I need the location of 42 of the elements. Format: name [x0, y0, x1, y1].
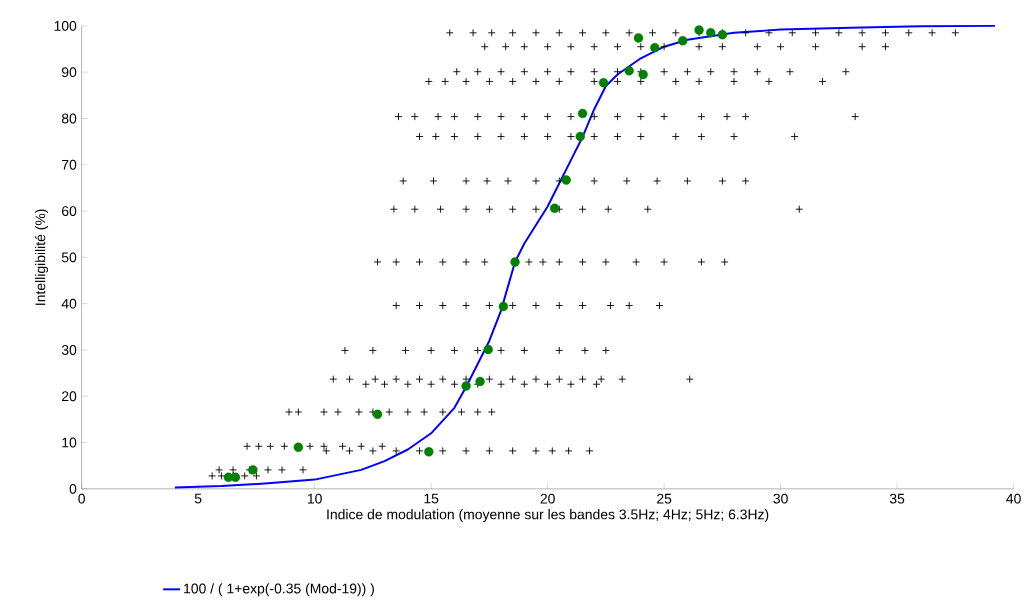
y-tick-label: 60 [62, 205, 77, 216]
point [549, 203, 560, 213]
point [483, 344, 493, 355]
point [372, 409, 383, 419]
x-tick-label: 30 [773, 493, 788, 504]
point [510, 257, 520, 267]
point [575, 131, 585, 142]
y-tick-label: 50 [61, 252, 77, 263]
point [293, 442, 304, 452]
point [577, 108, 588, 118]
point [624, 65, 634, 76]
point [248, 465, 258, 475]
point [598, 77, 609, 88]
point [461, 381, 471, 391]
y-tick-label: 90 [61, 67, 77, 77]
point [424, 446, 434, 457]
x-tick-label: 35 [889, 493, 905, 504]
x-tick-label: 5 [194, 493, 202, 504]
y-axis-title: Intelligibilité (%) [34, 209, 49, 305]
x-tick-label: 0 [78, 493, 85, 504]
y-tick-label: 80 [61, 113, 77, 124]
point [561, 175, 571, 185]
y-tick-label: 100 [54, 20, 77, 31]
y-tick-label: 30 [61, 344, 77, 355]
x-tick-label: 25 [657, 493, 672, 504]
point [678, 35, 688, 46]
y-tick-label: 10 [62, 437, 77, 448]
point [498, 301, 509, 311]
point [650, 42, 660, 53]
y-tick-label: 20 [62, 391, 77, 402]
x-tick-label: 20 [540, 493, 555, 504]
y-tick-label: 0 [69, 483, 77, 494]
x-tick-label: 10 [307, 493, 322, 504]
point [706, 27, 716, 38]
point [633, 33, 644, 43]
x-axis-title: Indice de modulation (moyenne sur les bandes 3.5Hz; 4Hz; 5Hz; 6.3Hz) [327, 508, 769, 522]
y-tick-label: 40 [61, 298, 77, 309]
legend-label: 100 / ( 1+exp(-0.35 (Mod-19)) ) [184, 583, 374, 597]
x-tick-label: 15 [424, 493, 439, 504]
y-tick-label: 70 [62, 159, 77, 170]
point [475, 376, 485, 386]
x-tick-label: 40 [1006, 493, 1021, 504]
